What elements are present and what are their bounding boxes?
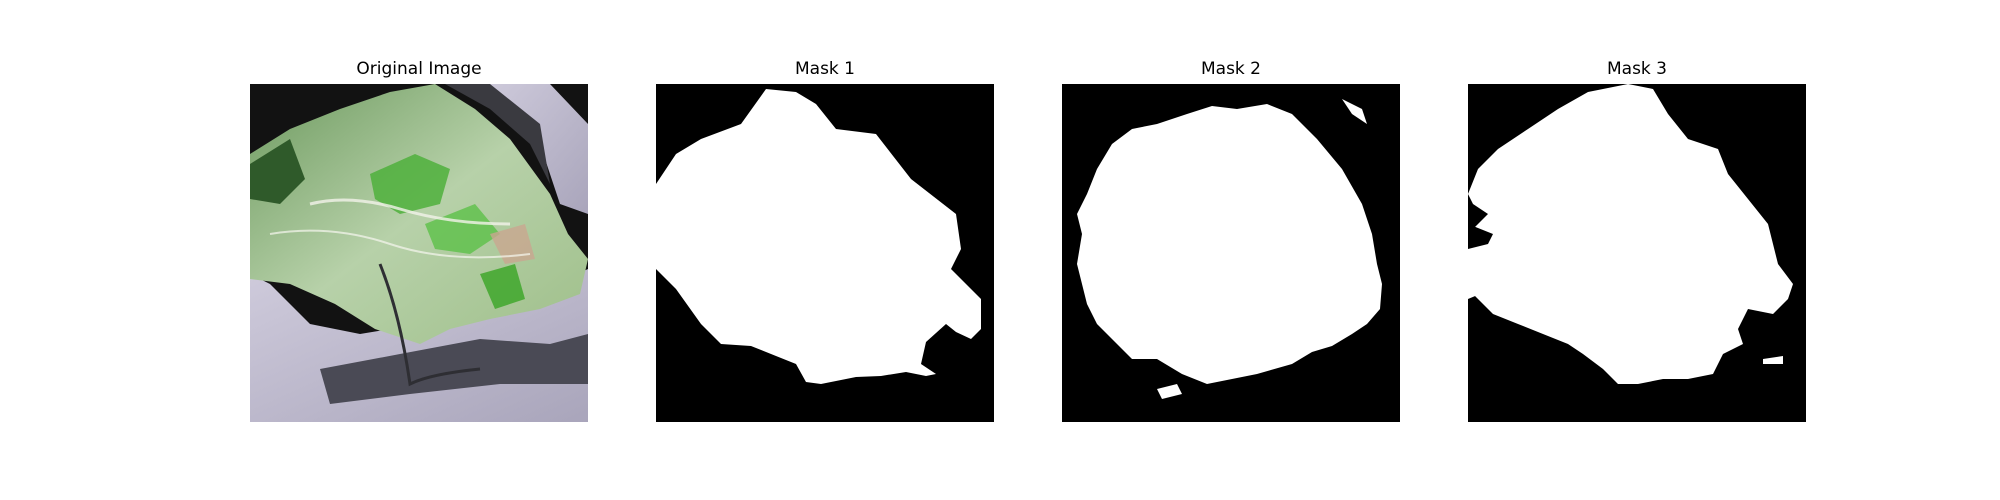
panel-title: Mask 3 <box>1606 59 1667 79</box>
panel-mask-2: Mask 2 <box>1062 0 1400 500</box>
panel-mask-1: Mask 1 <box>656 0 994 500</box>
panel-title: Original Image <box>356 59 482 79</box>
panel-title: Mask 1 <box>794 59 855 79</box>
panel-original: Original Image <box>250 0 588 500</box>
original-image <box>250 84 588 422</box>
mask-3-image <box>1468 84 1806 422</box>
panel-title: Mask 2 <box>1200 59 1261 79</box>
mask-1-image <box>656 84 994 422</box>
panel-mask-3: Mask 3 <box>1468 0 1806 500</box>
mask-2-image <box>1062 84 1400 422</box>
